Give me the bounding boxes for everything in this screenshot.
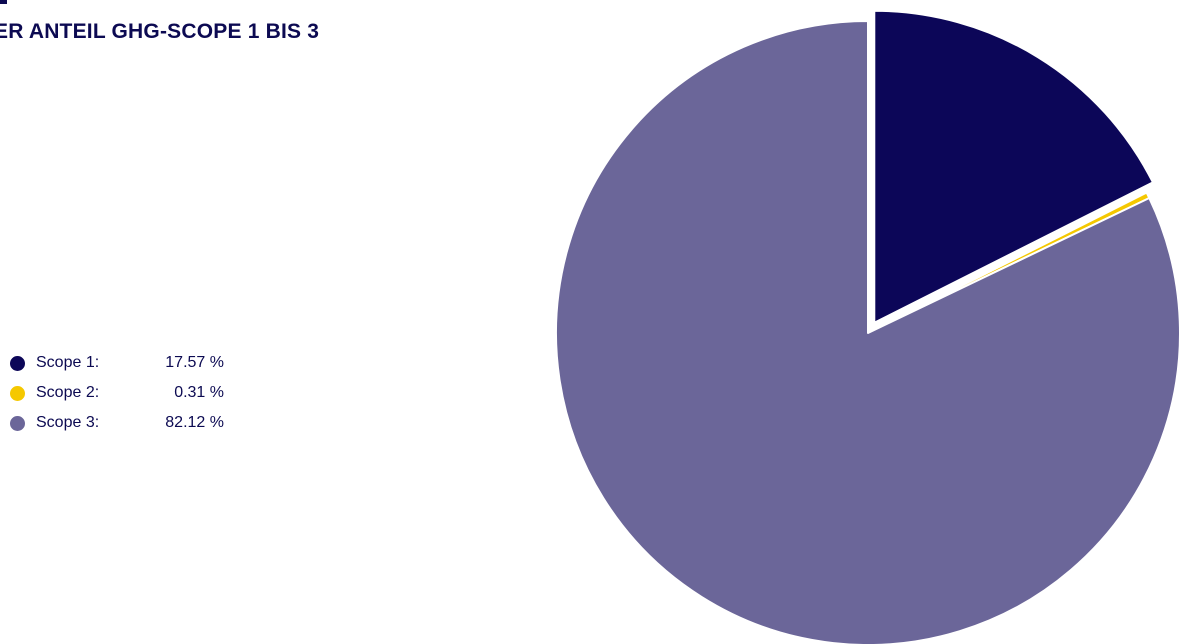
legend-item-scope-2: Scope 2: 0.31 % bbox=[10, 378, 250, 408]
legend-label-scope-2: Scope 2: bbox=[36, 384, 100, 401]
title-fragment-mark bbox=[0, 0, 7, 4]
chart-title: ER ANTEIL GHG-SCOPE 1 BIS 3 bbox=[0, 20, 320, 43]
legend-label-scope-3: Scope 3: bbox=[36, 414, 100, 431]
legend-swatch-scope-3 bbox=[10, 415, 25, 431]
legend-swatch-scope-2 bbox=[10, 385, 25, 401]
legend-value-scope-1: 17.57 % bbox=[165, 354, 224, 371]
legend-swatch-scope-1 bbox=[10, 355, 25, 371]
pie-slice-scope-3 bbox=[555, 20, 1181, 644]
chart-legend: Scope 1: 17.57 % Scope 2: 0.31 % Scope 3… bbox=[10, 348, 250, 438]
pie-slice-scope-1 bbox=[873, 9, 1154, 324]
legend-item-scope-3: Scope 3: 82.12 % bbox=[10, 408, 250, 438]
legend-label-scope-1: Scope 1: bbox=[36, 354, 100, 371]
legend-value-scope-2: 0.31 % bbox=[174, 384, 224, 401]
legend-item-scope-1: Scope 1: 17.57 % bbox=[10, 348, 250, 378]
legend-value-scope-3: 82.12 % bbox=[165, 414, 224, 431]
